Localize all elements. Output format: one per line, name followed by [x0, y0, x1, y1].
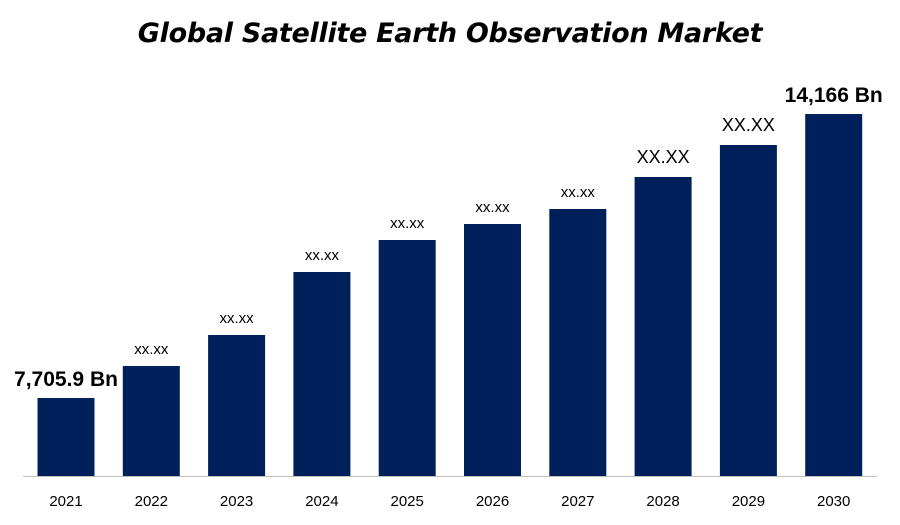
data-label-2029: XX.XX	[722, 115, 775, 135]
bar-2025	[378, 240, 436, 476]
bar-2029	[719, 145, 777, 476]
data-label-2025: xx.xx	[390, 215, 425, 232]
bar-2022	[122, 365, 180, 476]
data-label-2023: xx.xx	[220, 310, 255, 327]
bar-2028	[634, 177, 692, 476]
x-tick-label-2026: 2026	[476, 493, 509, 510]
data-label-2022: xx.xx	[134, 341, 169, 358]
x-tick-label-2021: 2021	[49, 493, 82, 510]
data-label-2026: xx.xx	[475, 199, 510, 216]
x-tick-label-2027: 2027	[561, 493, 594, 510]
bar-2027	[549, 209, 607, 476]
data-label-2028: XX.XX	[637, 147, 690, 167]
x-tick-label-2028: 2028	[646, 493, 679, 510]
x-tick-label-2029: 2029	[732, 493, 765, 510]
bar-2021	[37, 397, 95, 476]
bar-2026	[464, 224, 521, 476]
x-tick-label-2024: 2024	[305, 493, 338, 510]
data-label-2027: xx.xx	[561, 184, 596, 201]
bar-2030	[805, 114, 863, 477]
bar-2023	[208, 334, 266, 476]
x-tick-label-2025: 2025	[391, 493, 424, 510]
bar-2024	[293, 272, 351, 476]
x-tick-label-2030: 2030	[817, 493, 850, 510]
data-label-2030: 14,166 Bn	[785, 84, 883, 107]
chart-title: Global Satellite Earth Observation Marke…	[137, 18, 763, 49]
x-tick-label-2022: 2022	[135, 493, 168, 510]
data-label-2021: 7,705.9 Bn	[14, 368, 118, 391]
data-label-2024: xx.xx	[305, 247, 340, 264]
x-tick-label-2023: 2023	[220, 493, 253, 510]
